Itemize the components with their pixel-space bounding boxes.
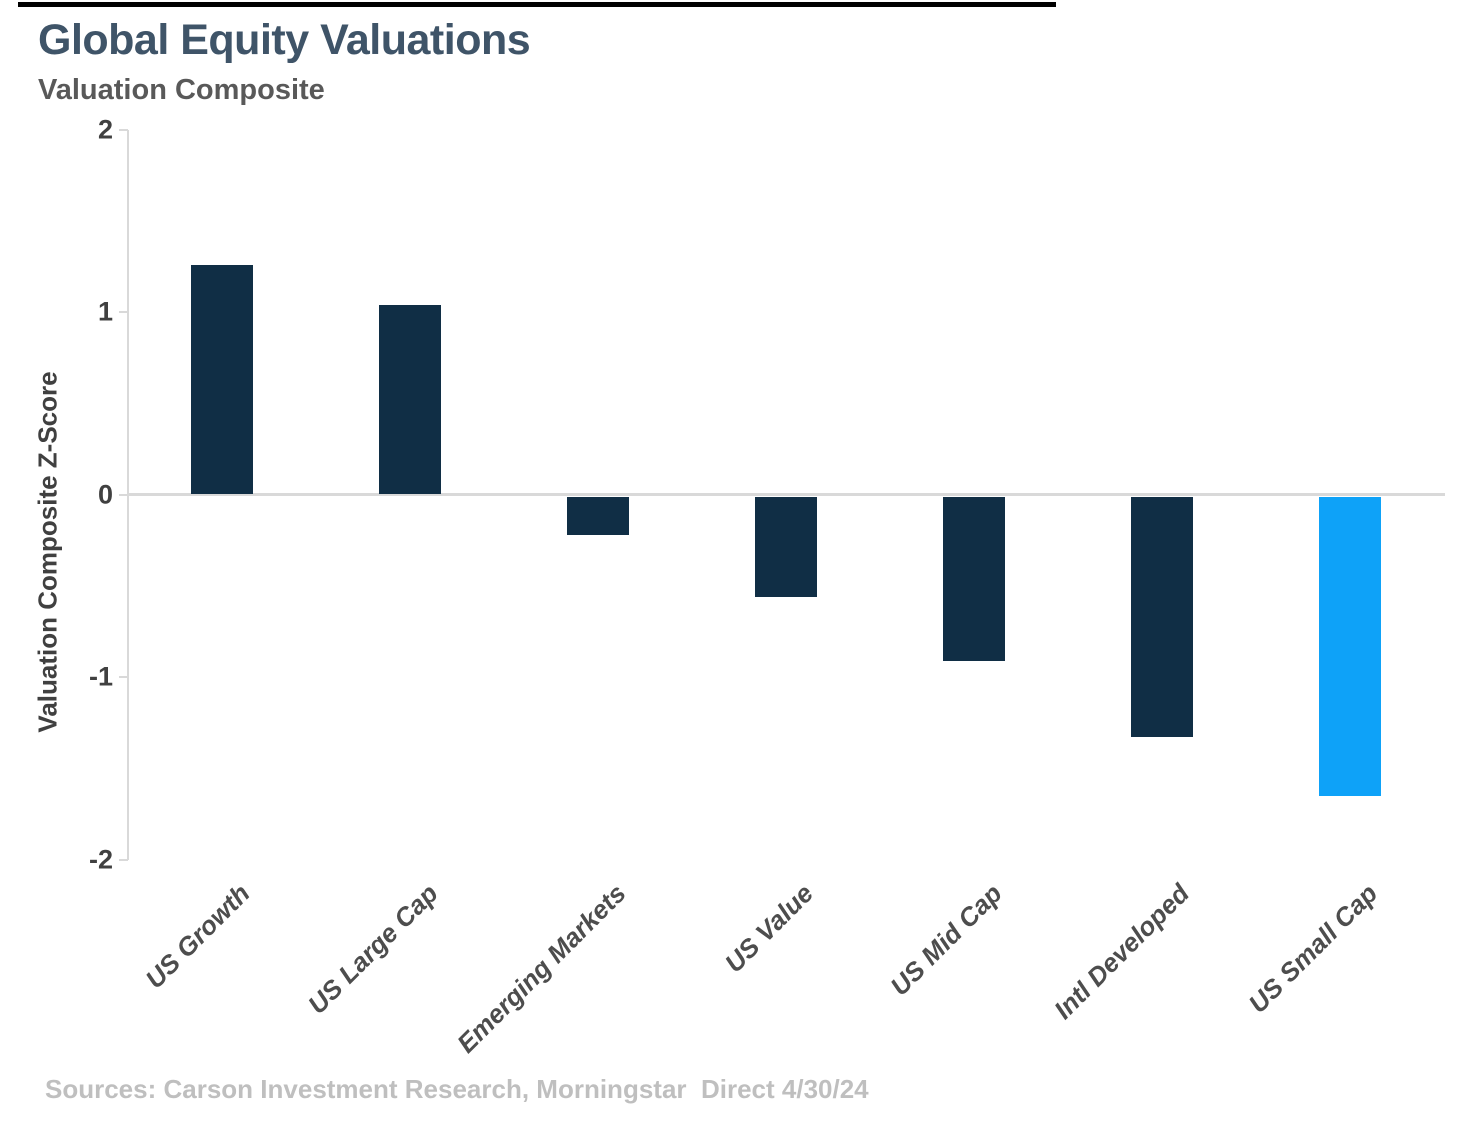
y-tick-label: 1	[97, 296, 113, 327]
chart-subtitle: Valuation Composite	[38, 74, 325, 106]
x-category-label: US Large Cap	[301, 878, 444, 1020]
x-category-label: US Mid Cap	[883, 878, 1008, 1002]
bar-intl-developed	[1131, 496, 1193, 738]
y-tick-label: -1	[88, 661, 113, 692]
bar-us-growth	[191, 264, 253, 495]
y-tick-label: 2	[97, 114, 113, 144]
x-category-label: Emerging Markets	[450, 878, 632, 1059]
bar-us-mid-cap	[943, 496, 1005, 661]
x-category-label: US Growth	[139, 878, 256, 995]
y-tick-mark	[119, 676, 128, 678]
chart-title: Global Equity Valuations	[38, 16, 531, 64]
x-category-label: US Small Cap	[1242, 878, 1384, 1019]
y-tick-mark	[119, 858, 128, 861]
y-tick-mark	[119, 128, 128, 131]
top-border-bar	[18, 2, 1056, 7]
y-tick-label: -2	[88, 844, 113, 874]
y-tick-mark	[119, 493, 128, 496]
y-tick-label: 0	[97, 479, 113, 509]
x-category-label: Intl Developed	[1048, 878, 1196, 1025]
bar-us-small-cap	[1319, 496, 1381, 796]
bar-us-large-cap	[379, 304, 441, 495]
x-category-label: US Value	[718, 878, 820, 979]
bar-emerging-markets	[567, 496, 629, 535]
bar-us-value	[755, 496, 817, 597]
sources-note: Sources: Carson Investment Research, Mor…	[45, 1074, 869, 1104]
zero-gridline	[128, 493, 1445, 496]
y-tick-mark	[119, 311, 128, 313]
